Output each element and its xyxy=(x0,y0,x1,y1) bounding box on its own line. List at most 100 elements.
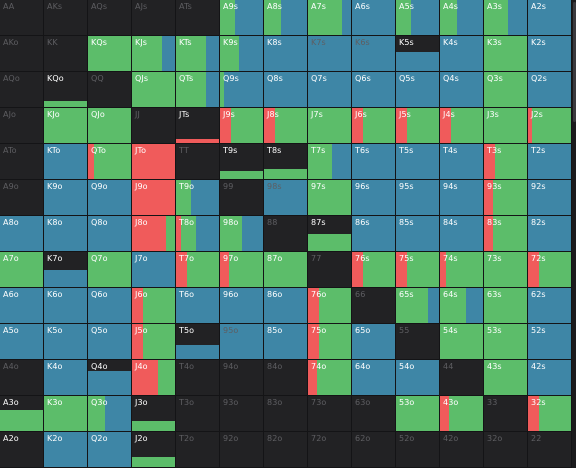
hand-cell[interactable]: 22 xyxy=(528,432,572,468)
hand-cell[interactable]: Q3s xyxy=(484,72,528,108)
hand-cell[interactable]: QJs xyxy=(132,72,176,108)
hand-cell[interactable]: 54o xyxy=(396,360,440,396)
hand-cell[interactable]: T8s xyxy=(264,144,308,180)
hand-cell[interactable]: QTo xyxy=(88,144,132,180)
hand-cell[interactable]: T5o xyxy=(176,324,220,360)
hand-cell[interactable]: 73s xyxy=(484,252,528,288)
hand-cell[interactable]: A7s xyxy=(308,0,352,36)
hand-cell[interactable]: J7o xyxy=(132,252,176,288)
hand-cell[interactable]: Q7s xyxy=(308,72,352,108)
hand-cell[interactable]: 64o xyxy=(352,360,396,396)
hand-cell[interactable]: Q5o xyxy=(88,324,132,360)
hand-cell[interactable]: Q9s xyxy=(220,72,264,108)
hand-cell[interactable]: A2o xyxy=(0,432,44,468)
hand-cell[interactable]: T9s xyxy=(220,144,264,180)
hand-cell[interactable]: 87s xyxy=(308,216,352,252)
hand-cell[interactable]: 97s xyxy=(308,180,352,216)
hand-cell[interactable]: K8s xyxy=(264,36,308,72)
hand-cell[interactable]: AJs xyxy=(132,0,176,36)
hand-cell[interactable]: K2s xyxy=(528,36,572,72)
hand-cell[interactable]: Q4s xyxy=(440,72,484,108)
hand-cell[interactable]: JTo xyxy=(132,144,176,180)
hand-cell[interactable]: 55 xyxy=(396,324,440,360)
hand-cell[interactable]: 88 xyxy=(264,216,308,252)
hand-cell[interactable]: A3s xyxy=(484,0,528,36)
hand-cell[interactable]: 65s xyxy=(396,288,440,324)
hand-cell[interactable]: 76o xyxy=(308,288,352,324)
hand-cell[interactable]: 53s xyxy=(484,324,528,360)
hand-cell[interactable]: K5s xyxy=(396,36,440,72)
hand-cell[interactable]: K3o xyxy=(44,396,88,432)
hand-cell[interactable]: Q6s xyxy=(352,72,396,108)
hand-cell[interactable]: Q2s xyxy=(528,72,572,108)
hand-cell[interactable]: T5s xyxy=(396,144,440,180)
hand-cell[interactable]: T8o xyxy=(176,216,220,252)
hand-cell[interactable]: K6s xyxy=(352,36,396,72)
hand-cell[interactable]: T2o xyxy=(176,432,220,468)
hand-cell[interactable]: T7o xyxy=(176,252,220,288)
hand-cell[interactable]: 93s xyxy=(484,180,528,216)
hand-cell[interactable]: J6s xyxy=(352,108,396,144)
hand-cell[interactable]: A8o xyxy=(0,216,44,252)
hand-cell[interactable]: A2s xyxy=(528,0,572,36)
hand-cell[interactable]: T3o xyxy=(176,396,220,432)
hand-cell[interactable]: J3o xyxy=(132,396,176,432)
hand-cell[interactable]: QJo xyxy=(88,108,132,144)
hand-cell[interactable]: J6o xyxy=(132,288,176,324)
hand-cell[interactable]: Q8o xyxy=(88,216,132,252)
hand-cell[interactable]: 93o xyxy=(220,396,264,432)
hand-cell[interactable]: Q8s xyxy=(264,72,308,108)
hand-cell[interactable]: KQo xyxy=(44,72,88,108)
hand-cell[interactable]: 63o xyxy=(352,396,396,432)
hand-cell[interactable]: QQ xyxy=(88,72,132,108)
hand-cell[interactable]: AQo xyxy=(0,72,44,108)
hand-cell[interactable]: AQs xyxy=(88,0,132,36)
scrollbar[interactable] xyxy=(572,0,576,468)
hand-cell[interactable]: K8o xyxy=(44,216,88,252)
hand-cell[interactable]: J8o xyxy=(132,216,176,252)
hand-cell[interactable]: 97o xyxy=(220,252,264,288)
hand-cell[interactable]: T4s xyxy=(440,144,484,180)
hand-cell[interactable]: 84s xyxy=(440,216,484,252)
hand-cell[interactable]: 32o xyxy=(484,432,528,468)
hand-cell[interactable]: 94o xyxy=(220,360,264,396)
hand-cell[interactable]: 98o xyxy=(220,216,264,252)
hand-cell[interactable]: AA xyxy=(0,0,44,36)
hand-cell[interactable]: K9o xyxy=(44,180,88,216)
hand-cell[interactable]: A6s xyxy=(352,0,396,36)
hand-cell[interactable]: K3s xyxy=(484,36,528,72)
hand-cell[interactable]: 74s xyxy=(440,252,484,288)
hand-cell[interactable]: 82s xyxy=(528,216,572,252)
hand-cell[interactable]: J3s xyxy=(484,108,528,144)
hand-cell[interactable]: A7o xyxy=(0,252,44,288)
hand-cell[interactable]: AJo xyxy=(0,108,44,144)
hand-cell[interactable]: 94s xyxy=(440,180,484,216)
hand-cell[interactable]: J2o xyxy=(132,432,176,468)
hand-cell[interactable]: T6s xyxy=(352,144,396,180)
hand-cell[interactable]: AKs xyxy=(44,0,88,36)
hand-cell[interactable]: AKo xyxy=(0,36,44,72)
hand-cell[interactable]: Q7o xyxy=(88,252,132,288)
hand-cell[interactable]: T4o xyxy=(176,360,220,396)
hand-cell[interactable]: J9o xyxy=(132,180,176,216)
hand-cell[interactable]: 33 xyxy=(484,396,528,432)
hand-cell[interactable]: K2o xyxy=(44,432,88,468)
hand-cell[interactable]: 52o xyxy=(396,432,440,468)
hand-cell[interactable]: 42o xyxy=(440,432,484,468)
hand-cell[interactable]: 98s xyxy=(264,180,308,216)
hand-cell[interactable]: J5s xyxy=(396,108,440,144)
hand-cell[interactable]: J9s xyxy=(220,108,264,144)
hand-cell[interactable]: 43s xyxy=(484,360,528,396)
hand-cell[interactable]: 85o xyxy=(264,324,308,360)
hand-cell[interactable]: 64s xyxy=(440,288,484,324)
hand-cell[interactable]: T9o xyxy=(176,180,220,216)
hand-cell[interactable]: K6o xyxy=(44,288,88,324)
hand-cell[interactable]: K7o xyxy=(44,252,88,288)
hand-cell[interactable]: 86s xyxy=(352,216,396,252)
hand-cell[interactable]: 87o xyxy=(264,252,308,288)
hand-cell[interactable]: QTs xyxy=(176,72,220,108)
hand-cell[interactable]: JJ xyxy=(132,108,176,144)
hand-cell[interactable]: 95o xyxy=(220,324,264,360)
hand-cell[interactable]: 62s xyxy=(528,288,572,324)
hand-cell[interactable]: J5o xyxy=(132,324,176,360)
